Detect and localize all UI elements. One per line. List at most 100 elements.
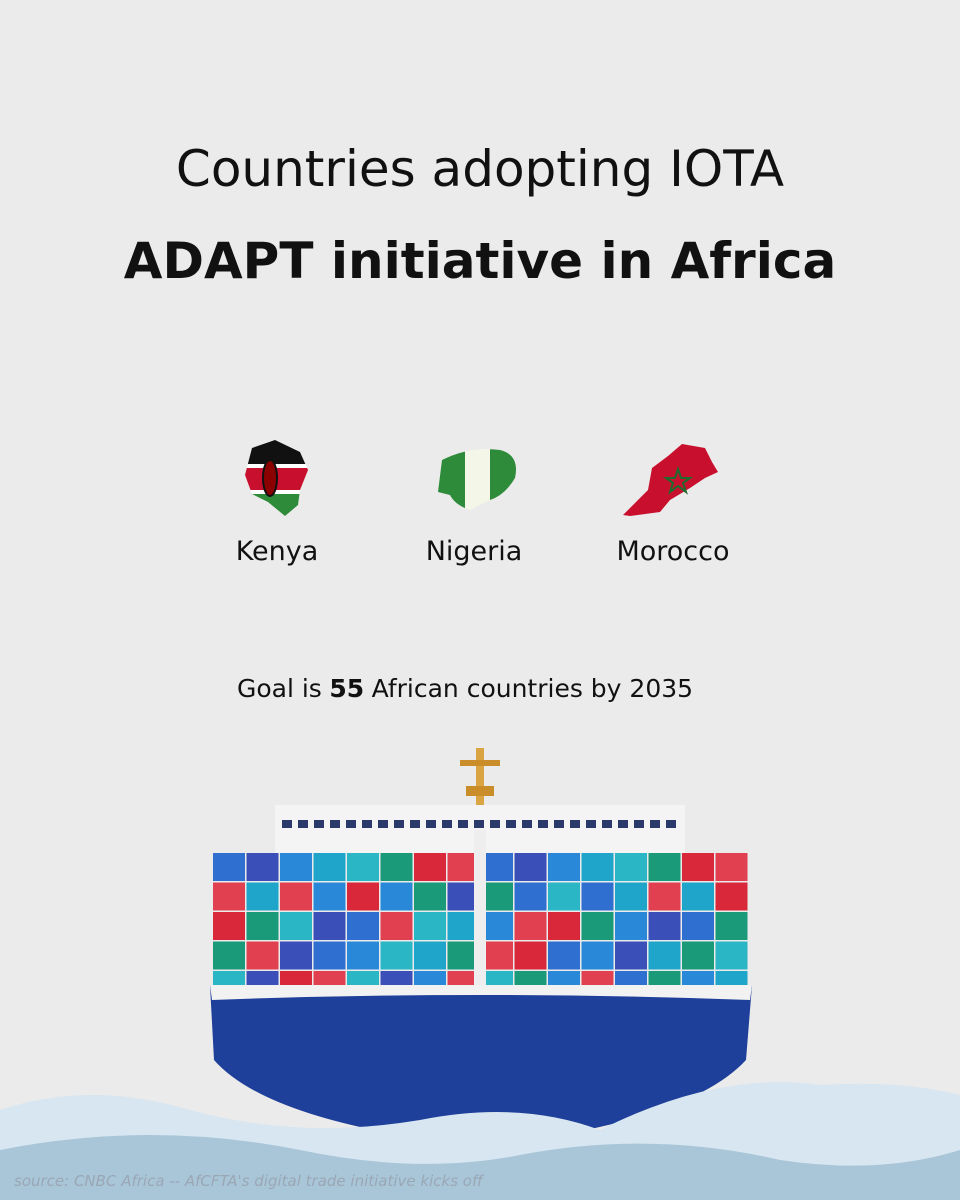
container: [648, 912, 681, 940]
container: [682, 912, 714, 940]
container: [581, 853, 614, 881]
window: [618, 820, 628, 828]
container: [246, 912, 279, 940]
container: [715, 853, 748, 881]
goal-suffix: African countries by 2035: [371, 674, 694, 703]
source: source: CNBC Africa -- AfCFTA's digital …: [14, 1172, 483, 1190]
container: [514, 941, 547, 970]
window: [586, 820, 596, 828]
container: [280, 853, 312, 881]
container: [246, 941, 279, 970]
window: [330, 820, 340, 828]
container: [246, 882, 279, 911]
window: [362, 820, 372, 828]
container: [615, 941, 647, 970]
container: [213, 912, 245, 940]
container: [380, 853, 413, 881]
title-line2: ADAPT initiative in Africa: [123, 232, 837, 290]
container: [514, 912, 547, 940]
container: [615, 853, 647, 881]
container: [414, 882, 446, 911]
container: [715, 882, 748, 911]
container: [280, 912, 312, 940]
container: [548, 941, 580, 970]
container: [514, 853, 547, 881]
container: [548, 882, 580, 911]
container: [347, 882, 379, 911]
nigeria-flag: [438, 449, 516, 510]
window: [298, 820, 308, 828]
container: [581, 912, 614, 940]
window: [282, 820, 292, 828]
country-name: Kenya: [235, 536, 319, 567]
container: [313, 941, 346, 970]
window: [394, 820, 404, 828]
container: [715, 912, 748, 940]
container: [581, 882, 614, 911]
window: [474, 820, 484, 828]
container: [548, 853, 580, 881]
window: [554, 820, 564, 828]
window: [346, 820, 356, 828]
container: [246, 853, 279, 881]
container: [682, 882, 714, 911]
ship: [0, 748, 960, 1200]
goal-prefix: Goal is: [236, 674, 322, 703]
container: [682, 941, 714, 970]
window: [458, 820, 468, 828]
container: [682, 853, 714, 881]
container: [347, 941, 379, 970]
container: [615, 912, 647, 940]
goal-number: 55: [329, 674, 365, 703]
container: [380, 882, 413, 911]
container: [313, 853, 346, 881]
container: [213, 941, 245, 970]
container: [347, 853, 379, 881]
container: [380, 941, 413, 970]
container: [648, 941, 681, 970]
window: [378, 820, 388, 828]
window: [666, 820, 676, 828]
container: [548, 912, 580, 940]
container: [648, 882, 681, 911]
container: [648, 853, 681, 881]
window: [410, 820, 420, 828]
container: [347, 912, 379, 940]
container: [615, 882, 647, 911]
window: [634, 820, 644, 828]
container: [414, 853, 446, 881]
container: [581, 941, 614, 970]
window: [602, 820, 612, 828]
goal: Goal is 55 African countries by 2035: [0, 674, 930, 703]
container: [213, 882, 245, 911]
container: [280, 882, 312, 911]
container: [380, 912, 413, 940]
container: [481, 882, 513, 911]
container: [213, 853, 245, 881]
container: [414, 912, 446, 940]
container: [481, 912, 513, 940]
container: [715, 941, 748, 970]
container: [481, 941, 513, 970]
kenya-flag: [245, 440, 308, 516]
container: [280, 941, 312, 970]
window: [314, 820, 324, 828]
window: [522, 820, 532, 828]
window: [570, 820, 580, 828]
window: [538, 820, 548, 828]
window: [650, 820, 660, 828]
window: [442, 820, 452, 828]
container: [414, 941, 446, 970]
container: [514, 882, 547, 911]
container: [481, 853, 513, 881]
container: [313, 882, 346, 911]
container: [313, 912, 346, 940]
country-name: Nigeria: [425, 536, 523, 567]
window: [490, 820, 500, 828]
title-line1: Countries adopting IOTA: [175, 140, 785, 198]
window: [426, 820, 436, 828]
country-name: Morocco: [616, 536, 730, 567]
morocco-star: [662, 465, 694, 495]
